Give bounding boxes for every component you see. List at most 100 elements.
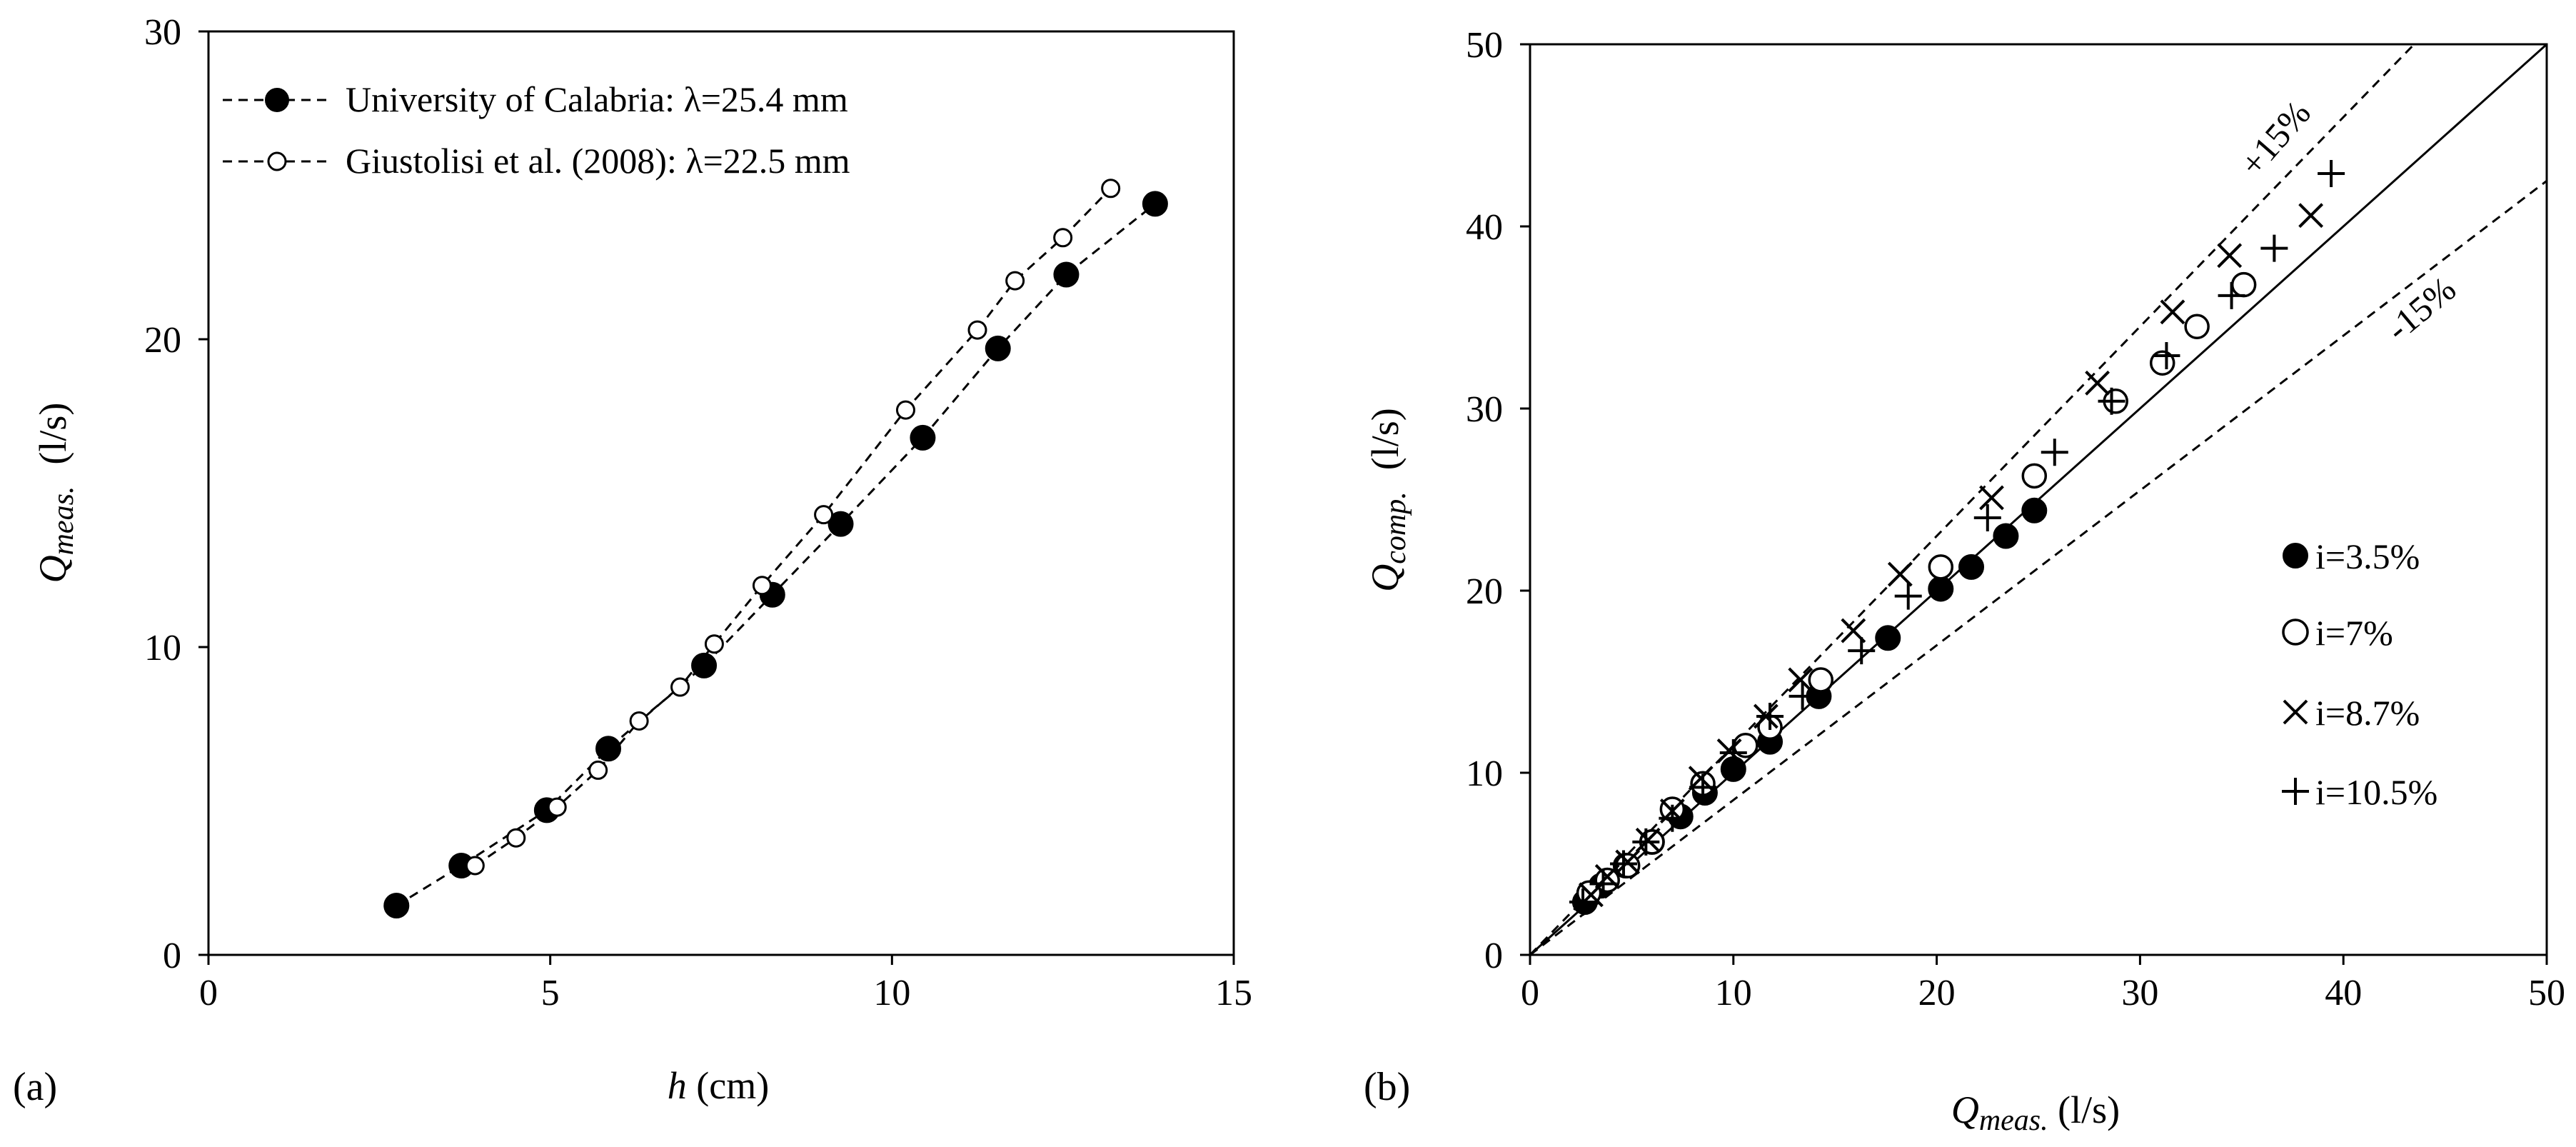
data-point-i-3-5 bbox=[1993, 523, 2019, 549]
series-line-university-of-calabria-25-4-mm bbox=[396, 203, 1156, 907]
panel-b-plot-frame bbox=[1529, 43, 2548, 956]
data-point-giustolisi-et-al-2008-22-5-mm bbox=[1101, 179, 1121, 199]
data-point-university-of-calabria-25-4-mm bbox=[691, 652, 718, 678]
data-point-i-8-7 bbox=[2217, 243, 2243, 269]
data-point-giustolisi-et-al-2008-22-5-mm bbox=[506, 828, 526, 848]
panel-b-x-axis-unit: (l/s) bbox=[2048, 1088, 2120, 1131]
data-point-giustolisi-et-al-2008-22-5-mm bbox=[629, 711, 649, 731]
data-point-i-10-5 bbox=[1689, 773, 1717, 801]
panel-a-y-axis-unit: (l/s) bbox=[31, 403, 74, 465]
data-point-i-10-5 bbox=[1589, 870, 1617, 898]
data-point-i-10-5 bbox=[1632, 828, 1660, 856]
panel-a-legend: University of Calabria: λ=25.4 mm Giusto… bbox=[223, 79, 850, 181]
data-point-i-8-7 bbox=[2085, 370, 2110, 396]
y-tick-label: 10 bbox=[144, 628, 181, 668]
data-point-i-10-5 bbox=[2098, 387, 2125, 415]
data-point-giustolisi-et-al-2008-22-5-mm bbox=[1005, 271, 1025, 291]
legend-a-marker-calabria bbox=[265, 88, 289, 112]
legend-b-marker-10-5 bbox=[2282, 778, 2309, 805]
panel-b-label: (b) bbox=[1364, 1065, 1410, 1109]
data-point-i-7 bbox=[1928, 554, 1954, 580]
data-point-i-10-5 bbox=[1894, 582, 1922, 610]
panel-b-legend: i=3.5% i=7% i=8.7% i=10.5% bbox=[2282, 536, 2437, 812]
data-point-i-7 bbox=[2021, 463, 2048, 489]
panel-b-x-axis-var: Q bbox=[1951, 1088, 1979, 1131]
legend-b-marker-8-7 bbox=[2283, 699, 2308, 725]
x-tick-label: 20 bbox=[1918, 973, 1956, 1013]
panel-a-y-axis-var: Q bbox=[31, 555, 74, 583]
y-tick-label: 50 bbox=[1466, 25, 1503, 66]
legend-b-marker-3-5 bbox=[2283, 543, 2308, 569]
data-point-university-of-calabria-25-4-mm bbox=[827, 511, 854, 537]
data-point-i-10-5 bbox=[2218, 281, 2245, 309]
data-point-giustolisi-et-al-2008-22-5-mm bbox=[465, 856, 485, 876]
reference-line-minus-15 bbox=[1529, 180, 2547, 956]
panel-b-x-axis-title: Qmeas. (l/s) bbox=[1951, 1088, 2120, 1137]
panel-b: 0 10 20 30 40 50 0 10 20 30 40 50 +15% -15% i=3.5% … bbox=[1364, 25, 2565, 1137]
panel-b-y-axis-unit: (l/s) bbox=[1364, 408, 1407, 470]
legend-a-marker-giustolisi bbox=[267, 151, 287, 171]
x-tick-label: 0 bbox=[199, 973, 218, 1013]
data-point-university-of-calabria-25-4-mm bbox=[383, 893, 410, 919]
panel-b-y-axis-var: Q bbox=[1364, 564, 1407, 592]
panel-a: 0 5 10 15 0 10 20 30 University of Calabria: λ=… bbox=[13, 12, 1252, 1109]
data-point-i-3-5 bbox=[1958, 554, 1985, 580]
data-point-i-8-7 bbox=[2298, 203, 2324, 229]
x-tick-label: 30 bbox=[2121, 973, 2158, 1013]
panel-a-label: (a) bbox=[13, 1065, 57, 1109]
x-tick-label: 40 bbox=[2325, 973, 2362, 1013]
panel-b-y-axis-title: Qcomp. (l/s) bbox=[1364, 408, 1412, 591]
data-point-i-7 bbox=[2149, 350, 2175, 376]
data-point-i-10-5 bbox=[2041, 439, 2068, 466]
legend-a-label-giustolisi: Giustolisi et al. (2008): λ=22.5 mm bbox=[346, 141, 850, 181]
x-tick-label: 10 bbox=[873, 973, 910, 1013]
panel-b-series bbox=[1569, 160, 2345, 916]
x-tick-label: 15 bbox=[1215, 973, 1252, 1013]
legend-b-label-8-7: i=8.7% bbox=[2315, 693, 2420, 733]
data-point-i-8-7 bbox=[1635, 827, 1661, 853]
upper-band-label: +15% bbox=[2232, 93, 2318, 184]
panel-a-y-axis-title: Qmeas. (l/s) bbox=[31, 403, 80, 583]
data-point-giustolisi-et-al-2008-22-5-mm bbox=[1053, 228, 1073, 248]
data-point-university-of-calabria-25-4-mm bbox=[1053, 261, 1080, 288]
data-point-giustolisi-et-al-2008-22-5-mm bbox=[704, 634, 724, 654]
panel-b-y-axis-sub: comp. bbox=[1379, 491, 1412, 564]
x-tick-label: 10 bbox=[1715, 973, 1752, 1013]
data-point-giustolisi-et-al-2008-22-5-mm bbox=[895, 400, 915, 420]
data-point-i-10-5 bbox=[1569, 888, 1597, 916]
y-tick-label: 20 bbox=[1466, 571, 1503, 612]
legend-a-label-calabria: University of Calabria: λ=25.4 mm bbox=[346, 79, 848, 119]
legend-b-label-3-5: i=3.5% bbox=[2315, 536, 2420, 576]
panel-a-x-axis-var: h bbox=[668, 1064, 687, 1107]
data-point-university-of-calabria-25-4-mm bbox=[985, 335, 1011, 361]
panel-a-x-axis-unit: (cm) bbox=[687, 1064, 769, 1107]
data-point-i-10-5 bbox=[1610, 850, 1638, 878]
data-point-i-8-7 bbox=[2160, 299, 2185, 325]
data-point-i-8-7 bbox=[1887, 561, 1913, 587]
panel-a-axes: 0 5 10 15 0 10 20 30 bbox=[144, 12, 1252, 1013]
x-tick-label: 0 bbox=[1521, 973, 1539, 1013]
data-point-i-8-7 bbox=[1716, 738, 1742, 763]
data-point-giustolisi-et-al-2008-22-5-mm bbox=[588, 760, 608, 780]
x-tick-label: 5 bbox=[541, 973, 560, 1013]
data-point-university-of-calabria-25-4-mm bbox=[1142, 191, 1168, 217]
y-tick-label: 0 bbox=[163, 936, 181, 976]
data-point-i-10-5 bbox=[1659, 804, 1686, 832]
data-point-i-10-5 bbox=[1788, 682, 1816, 710]
data-point-i-10-5 bbox=[2318, 160, 2345, 188]
data-point-i-7 bbox=[1808, 667, 1834, 693]
data-point-giustolisi-et-al-2008-22-5-mm bbox=[814, 505, 834, 525]
data-point-i-8-7 bbox=[1979, 485, 2004, 511]
data-point-i-10-5 bbox=[1756, 702, 1784, 730]
panel-a-series bbox=[383, 179, 1168, 919]
x-tick-label: 50 bbox=[2528, 973, 2565, 1013]
data-point-i-8-7 bbox=[1688, 766, 1714, 791]
data-point-university-of-calabria-25-4-mm bbox=[910, 424, 936, 451]
lower-band-label: -15% bbox=[2378, 269, 2463, 349]
data-point-i-10-5 bbox=[2153, 342, 2180, 370]
data-point-i-10-5 bbox=[1973, 504, 2001, 531]
data-point-giustolisi-et-al-2008-22-5-mm bbox=[967, 320, 987, 340]
data-point-i-3-5 bbox=[2021, 497, 2048, 524]
legend-b-label-7: i=7% bbox=[2315, 613, 2393, 653]
y-tick-label: 30 bbox=[144, 12, 181, 53]
